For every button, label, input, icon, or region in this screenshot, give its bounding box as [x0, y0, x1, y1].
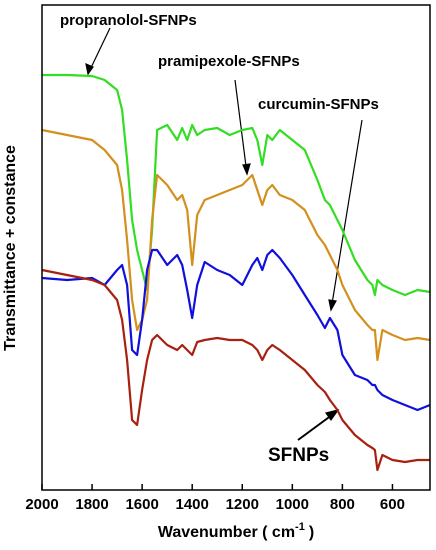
series-label: propranolol-SFNPs — [60, 12, 197, 29]
arrow — [234, 79, 248, 175]
x-label-end: ) — [309, 524, 314, 541]
series-label: SFNPs — [268, 445, 329, 466]
arrowhead — [242, 163, 251, 176]
spectrum-line — [41, 128, 431, 362]
x-tick-label: 1400 — [176, 496, 209, 513]
x-label-main: Wavenumber ( cm — [158, 524, 295, 541]
annotation-arrows — [85, 27, 363, 441]
series-label: pramipexole-SFNPs — [158, 53, 300, 70]
x-tick-label: 1000 — [276, 496, 309, 513]
x-label-sup: -1 — [295, 521, 305, 533]
x-tick-label: 800 — [330, 496, 355, 513]
x-tick-label: 2000 — [25, 496, 58, 513]
series-label: curcumin-SFNPs — [258, 96, 379, 113]
x-tick-label: 600 — [380, 496, 405, 513]
arrowhead — [85, 62, 94, 76]
plot-frame — [41, 4, 431, 491]
spectrum-line — [42, 73, 431, 297]
arrowhead — [324, 409, 340, 422]
arrow — [330, 119, 363, 311]
x-tick-label: 1800 — [75, 496, 108, 513]
spectrum-line — [41, 268, 430, 472]
x-tick-label: 1200 — [226, 496, 259, 513]
y-axis-label: Transmittance + constance — [2, 145, 19, 351]
x-tick-label: 1600 — [125, 496, 158, 513]
x-axis-label: Wavenumber ( cm-1) — [158, 521, 314, 541]
spectrum-line — [41, 248, 431, 412]
arrowhead — [328, 299, 337, 312]
